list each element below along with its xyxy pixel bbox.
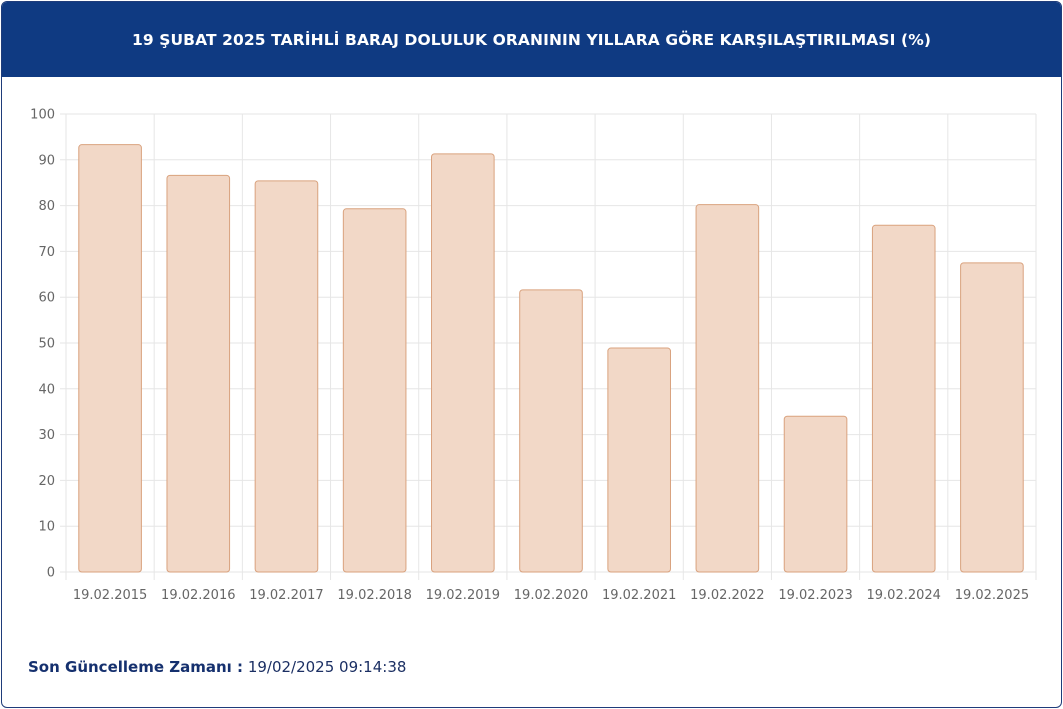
y-tick-label: 20 <box>38 474 55 489</box>
x-tick-label: 19.02.2021 <box>602 588 676 603</box>
y-tick-label: 70 <box>38 245 55 260</box>
bar <box>960 262 1024 573</box>
x-tick-label: 19.02.2024 <box>867 588 941 603</box>
chart-header: 19 ŞUBAT 2025 TARİHLİ BARAJ DOLULUK ORAN… <box>2 2 1061 77</box>
x-tick-label: 19.02.2017 <box>249 588 323 603</box>
y-tick-label: 80 <box>38 199 55 214</box>
x-tick-label: 19.02.2023 <box>778 588 852 603</box>
x-tick-label: 19.02.2019 <box>426 588 500 603</box>
chart-title: 19 ŞUBAT 2025 TARİHLİ BARAJ DOLULUK ORAN… <box>131 30 932 49</box>
y-tick-label: 90 <box>38 153 55 168</box>
y-tick-label: 30 <box>38 428 55 443</box>
last-update-value: 19/02/2025 09:14:38 <box>247 658 407 676</box>
x-tick-label: 19.02.2025 <box>955 588 1029 603</box>
last-update-label: Son Güncelleme Zamanı : <box>28 658 244 676</box>
y-tick-label: 100 <box>30 108 55 123</box>
x-tick-label: 19.02.2015 <box>73 588 147 603</box>
bar <box>871 224 936 573</box>
bar <box>431 153 495 573</box>
bar <box>695 204 760 573</box>
bar <box>166 174 231 573</box>
bar <box>519 289 583 573</box>
x-tick-label: 19.02.2022 <box>690 588 764 603</box>
bar <box>78 144 142 573</box>
bar <box>783 415 848 573</box>
last-update: Son Güncelleme Zamanı : 19/02/2025 09:14… <box>28 658 406 676</box>
x-tick-label: 19.02.2018 <box>337 588 411 603</box>
y-tick-label: 60 <box>38 291 55 306</box>
bar <box>254 180 319 573</box>
y-tick-label: 40 <box>38 382 55 397</box>
y-tick-label: 0 <box>47 566 55 581</box>
bar <box>342 208 407 573</box>
y-tick-label: 10 <box>38 520 55 535</box>
x-tick-label: 19.02.2016 <box>161 588 235 603</box>
bar <box>607 347 671 573</box>
y-tick-label: 50 <box>38 337 55 352</box>
x-tick-label: 19.02.2020 <box>514 588 588 603</box>
